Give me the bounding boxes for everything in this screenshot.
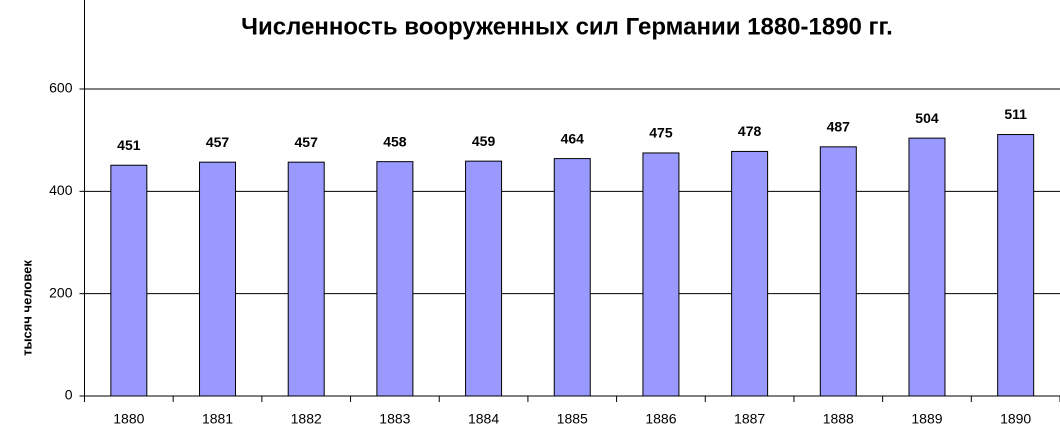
x-tick-label: 1885 xyxy=(557,411,588,427)
bar xyxy=(376,161,414,397)
value-label: 475 xyxy=(649,125,673,141)
x-tick-label: 1884 xyxy=(468,411,499,427)
bar xyxy=(287,161,325,397)
bar xyxy=(199,161,237,397)
x-tick-label: 1882 xyxy=(291,411,322,427)
x-tick-label: 1881 xyxy=(202,411,233,427)
y-tick-label: 200 xyxy=(49,284,73,300)
y-tick-label: 600 xyxy=(49,80,73,96)
x-tick-label: 1890 xyxy=(1000,411,1031,427)
x-tick-label: 1880 xyxy=(113,411,144,427)
value-label: 458 xyxy=(383,133,407,149)
value-label: 457 xyxy=(295,134,319,150)
y-axis-label: тысяч человек xyxy=(19,260,34,356)
value-label: 487 xyxy=(827,119,851,135)
value-label: 459 xyxy=(472,133,496,149)
x-tick-label: 1883 xyxy=(379,411,410,427)
y-tick-label: 0 xyxy=(65,387,73,403)
bar xyxy=(819,146,857,397)
value-label: 457 xyxy=(206,134,230,150)
bar xyxy=(553,158,591,397)
chart-title: Численность вооруженных сил Германии 188… xyxy=(241,13,893,40)
x-tick-label: 1888 xyxy=(823,411,854,427)
value-label: 464 xyxy=(561,130,585,146)
bar xyxy=(465,160,503,397)
value-label: 478 xyxy=(738,123,762,139)
bar xyxy=(997,134,1035,397)
value-label: 451 xyxy=(117,137,141,153)
bar xyxy=(908,137,946,397)
bar xyxy=(642,152,680,397)
x-tick-label: 1886 xyxy=(645,411,676,427)
bar xyxy=(731,150,769,397)
x-tick-label: 1887 xyxy=(734,411,765,427)
value-label: 504 xyxy=(915,110,939,126)
value-label: 511 xyxy=(1004,106,1027,122)
bar xyxy=(110,164,148,397)
y-tick-label: 400 xyxy=(49,182,73,198)
x-tick-label: 1889 xyxy=(911,411,942,427)
